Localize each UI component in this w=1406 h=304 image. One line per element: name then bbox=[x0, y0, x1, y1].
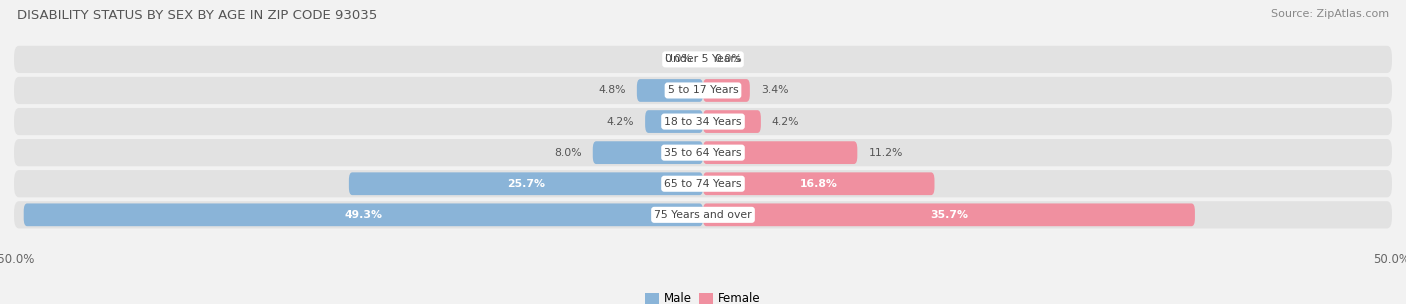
Text: 8.0%: 8.0% bbox=[554, 148, 582, 158]
Text: 35.7%: 35.7% bbox=[929, 210, 967, 220]
Text: 25.7%: 25.7% bbox=[508, 179, 546, 189]
FancyBboxPatch shape bbox=[637, 79, 703, 102]
FancyBboxPatch shape bbox=[703, 172, 935, 195]
FancyBboxPatch shape bbox=[645, 110, 703, 133]
FancyBboxPatch shape bbox=[14, 139, 1392, 166]
Text: Under 5 Years: Under 5 Years bbox=[665, 54, 741, 64]
Text: 11.2%: 11.2% bbox=[869, 148, 903, 158]
FancyBboxPatch shape bbox=[14, 46, 1392, 73]
FancyBboxPatch shape bbox=[593, 141, 703, 164]
FancyBboxPatch shape bbox=[349, 172, 703, 195]
FancyBboxPatch shape bbox=[14, 108, 1392, 135]
Text: 35 to 64 Years: 35 to 64 Years bbox=[664, 148, 742, 158]
Text: 4.2%: 4.2% bbox=[772, 116, 800, 126]
Text: 0.0%: 0.0% bbox=[664, 54, 692, 64]
Text: 4.8%: 4.8% bbox=[599, 85, 626, 95]
FancyBboxPatch shape bbox=[14, 170, 1392, 197]
FancyBboxPatch shape bbox=[14, 201, 1392, 228]
FancyBboxPatch shape bbox=[703, 141, 858, 164]
Text: 4.2%: 4.2% bbox=[606, 116, 634, 126]
FancyBboxPatch shape bbox=[703, 203, 1195, 226]
Text: 18 to 34 Years: 18 to 34 Years bbox=[664, 116, 742, 126]
Text: 0.0%: 0.0% bbox=[714, 54, 742, 64]
Text: 3.4%: 3.4% bbox=[761, 85, 789, 95]
Text: 5 to 17 Years: 5 to 17 Years bbox=[668, 85, 738, 95]
Text: 65 to 74 Years: 65 to 74 Years bbox=[664, 179, 742, 189]
FancyBboxPatch shape bbox=[703, 79, 749, 102]
Text: 75 Years and over: 75 Years and over bbox=[654, 210, 752, 220]
Text: 49.3%: 49.3% bbox=[344, 210, 382, 220]
Legend: Male, Female: Male, Female bbox=[645, 292, 761, 304]
Text: DISABILITY STATUS BY SEX BY AGE IN ZIP CODE 93035: DISABILITY STATUS BY SEX BY AGE IN ZIP C… bbox=[17, 9, 377, 22]
FancyBboxPatch shape bbox=[24, 203, 703, 226]
FancyBboxPatch shape bbox=[703, 110, 761, 133]
Text: Source: ZipAtlas.com: Source: ZipAtlas.com bbox=[1271, 9, 1389, 19]
Text: 16.8%: 16.8% bbox=[800, 179, 838, 189]
FancyBboxPatch shape bbox=[14, 77, 1392, 104]
